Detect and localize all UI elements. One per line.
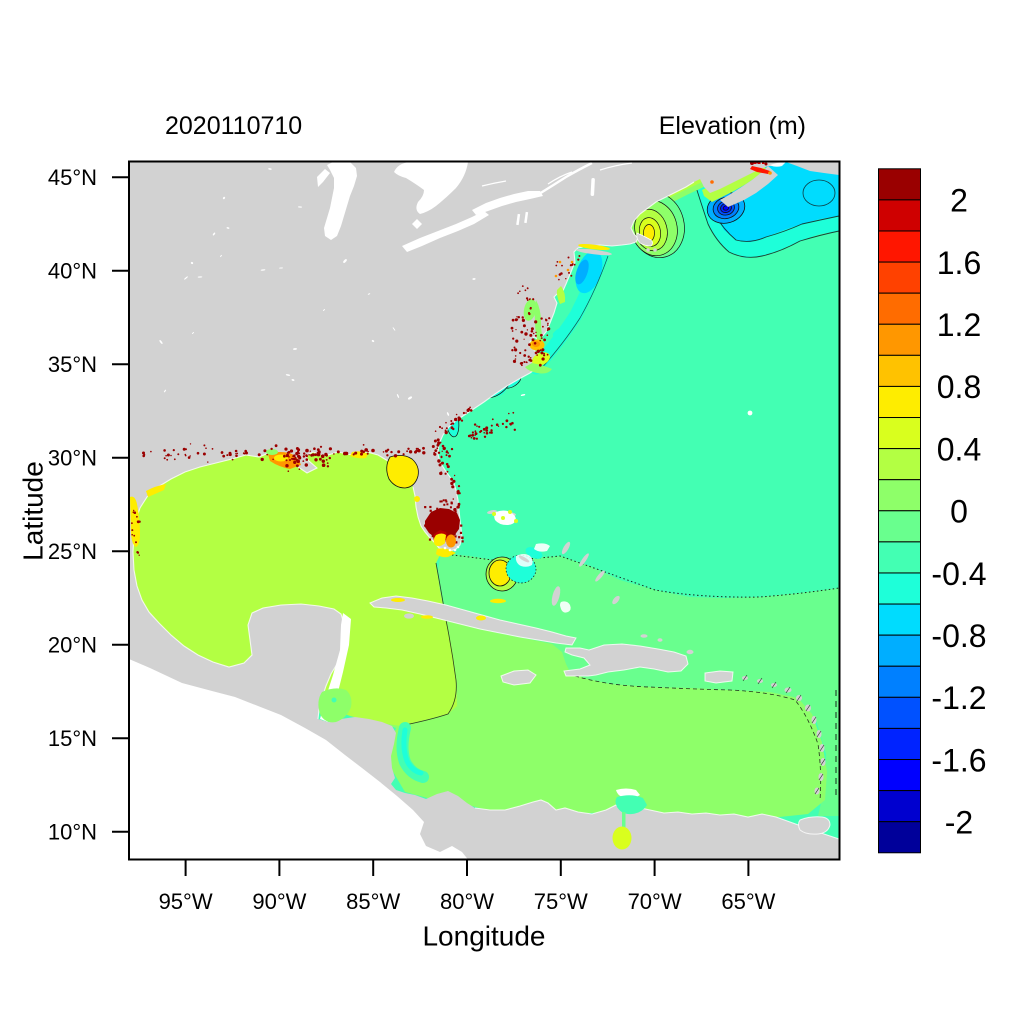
- svg-text:25°N: 25°N: [48, 539, 97, 564]
- svg-text:2: 2: [950, 183, 968, 219]
- svg-text:45°N: 45°N: [48, 165, 97, 190]
- svg-text:15°N: 15°N: [48, 726, 97, 751]
- svg-text:40°N: 40°N: [48, 258, 97, 283]
- svg-text:0.4: 0.4: [937, 431, 981, 467]
- svg-text:Elevation (m): Elevation (m): [659, 112, 806, 140]
- svg-text:Latitude: Latitude: [18, 461, 49, 561]
- svg-text:0.8: 0.8: [937, 369, 981, 405]
- svg-text:0: 0: [950, 494, 968, 530]
- svg-text:20°N: 20°N: [48, 632, 97, 657]
- svg-text:2020110710: 2020110710: [165, 112, 302, 140]
- svg-text:90°W: 90°W: [252, 889, 306, 914]
- svg-text:80°W: 80°W: [440, 889, 494, 914]
- svg-text:-0.4: -0.4: [931, 556, 986, 592]
- svg-text:-0.8: -0.8: [931, 618, 986, 654]
- svg-text:-1.2: -1.2: [931, 680, 986, 716]
- svg-text:-1.6: -1.6: [931, 742, 986, 778]
- svg-text:1.6: 1.6: [937, 245, 981, 281]
- svg-text:65°W: 65°W: [721, 889, 775, 914]
- svg-text:10°N: 10°N: [48, 819, 97, 844]
- svg-text:75°W: 75°W: [534, 889, 588, 914]
- svg-text:Longitude: Longitude: [422, 921, 545, 952]
- svg-text:85°W: 85°W: [346, 889, 400, 914]
- svg-text:30°N: 30°N: [48, 445, 97, 470]
- svg-text:70°W: 70°W: [628, 889, 682, 914]
- svg-text:35°N: 35°N: [48, 352, 97, 377]
- svg-text:95°W: 95°W: [159, 889, 213, 914]
- svg-text:1.2: 1.2: [937, 307, 981, 343]
- svg-text:-2: -2: [945, 805, 973, 841]
